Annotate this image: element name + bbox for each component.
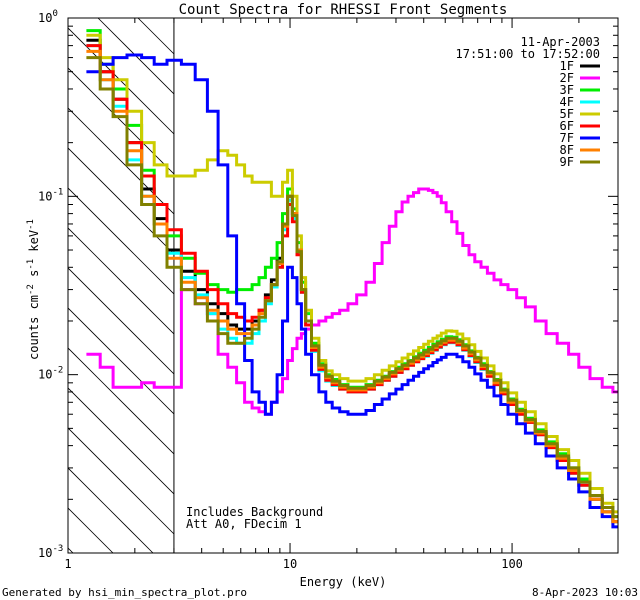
legend-label-6F: 6F: [560, 119, 574, 133]
header-date: 11-Apr-2003: [521, 35, 600, 49]
y-axis-label: counts cm-2 s-1 keV-1: [26, 219, 41, 360]
hatch-line: [68, 387, 234, 553]
legend-label-7F: 7F: [560, 131, 574, 145]
hatch-mask: [173, 18, 618, 553]
series-lines: [86, 29, 618, 529]
legend-label-5F: 5F: [560, 107, 574, 121]
plot-frame: [67, 17, 619, 554]
footer-generated-by: Generated by hsi_min_spectra_plot.pro: [2, 586, 247, 599]
footer-timestamp: 8-Apr-2023 10:03: [532, 586, 638, 599]
y-tick-label: 100: [38, 9, 58, 25]
chart-title: Count Spectra for RHESSI Front Segments: [179, 2, 508, 18]
series-9F-line: [86, 56, 618, 519]
legend-label-1F: 1F: [560, 59, 574, 73]
background-hatched-region: [68, 18, 618, 553]
legend-label-2F: 2F: [560, 71, 574, 85]
y-tick-labels: 100 10-1 10-2 10-3: [38, 9, 63, 560]
hatch-line: [68, 427, 194, 553]
legend-label-9F: 9F: [560, 155, 574, 169]
x-tick-label: 1: [64, 557, 71, 571]
y-tick-label: 10-3: [38, 544, 63, 560]
x-tick-labels: 1 10 100: [64, 557, 523, 571]
legend-label-8F: 8F: [560, 143, 574, 157]
legend-label-3F: 3F: [560, 83, 574, 97]
series-2F-line: [86, 187, 618, 416]
series-7F-line: [86, 53, 618, 529]
header-time-range: 17:51:00 to 17:52:00: [456, 47, 601, 61]
axis-ticks: [67, 17, 619, 554]
x-tick-label: 100: [501, 557, 523, 571]
y-tick-label: 10-2: [38, 366, 63, 382]
x-axis-label: Energy (keV): [300, 575, 387, 589]
annotation-attenuator: Att A0, FDecim 1: [186, 517, 302, 531]
legend-label-4F: 4F: [560, 95, 574, 109]
x-tick-label: 10: [283, 557, 297, 571]
y-tick-label: 10-1: [38, 187, 63, 203]
annotation-background: Includes Background: [186, 505, 323, 519]
